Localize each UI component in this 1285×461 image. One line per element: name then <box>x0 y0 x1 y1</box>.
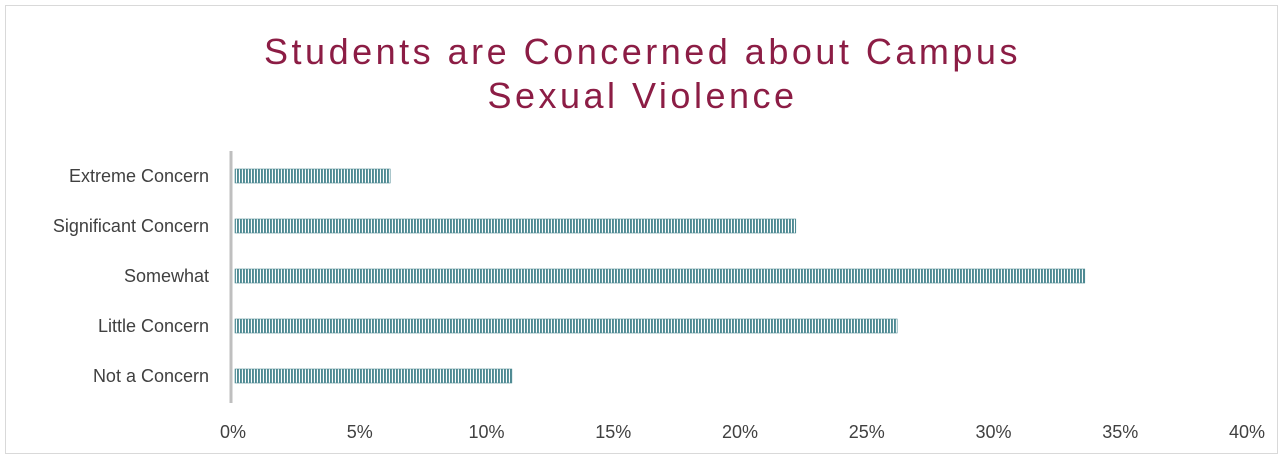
category-label: Extreme Concern <box>69 166 209 186</box>
bars-group <box>234 168 1086 384</box>
chart-title-line-1: Students are Concerned about Campus <box>264 31 1021 72</box>
x-tick-label: 35% <box>1102 422 1138 442</box>
bar-little-concern <box>234 318 898 334</box>
bar-somewhat <box>234 268 1086 284</box>
category-label: Not a Concern <box>93 366 209 386</box>
category-label: Little Concern <box>98 316 209 336</box>
x-tick-label: 15% <box>595 422 631 442</box>
chart-title: Students are Concerned about Campus Sexu… <box>0 30 1285 118</box>
category-labels: Extreme Concern Significant Concern Somewh… <box>53 166 209 386</box>
category-label: Somewhat <box>124 266 209 286</box>
category-label: Significant Concern <box>53 216 209 236</box>
x-tick-label: 10% <box>468 422 504 442</box>
x-tick-label: 40% <box>1229 422 1265 442</box>
chart-title-line-2: Sexual Violence <box>487 75 798 116</box>
x-tick-label: 0% <box>220 422 246 442</box>
x-tick-label: 25% <box>849 422 885 442</box>
bar-extreme-concern <box>234 168 391 184</box>
x-tick-label: 30% <box>975 422 1011 442</box>
x-tick-labels: 0% 5% 10% 15% 20% 25% 30% 35% 40% <box>220 422 1265 442</box>
bar-not-a-concern <box>234 368 513 384</box>
x-tick-label: 5% <box>347 422 373 442</box>
bar-significant-concern <box>234 218 797 234</box>
x-tick-label: 20% <box>722 422 758 442</box>
